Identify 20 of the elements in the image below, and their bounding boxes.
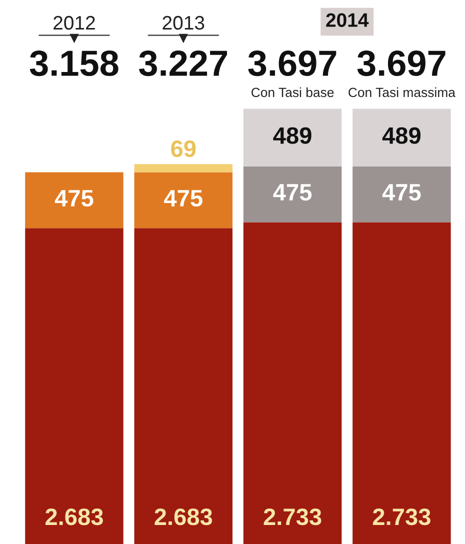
data-label: 2.733: [372, 508, 430, 526]
total-label: 3.158: [30, 50, 118, 76]
x-tick-label: Con Tasi massima: [348, 87, 456, 98]
data-label: 2.683: [46, 508, 103, 526]
x-tick-label: Con Tasi base: [252, 87, 334, 98]
data-label: 69: [171, 140, 196, 158]
text: 2013: [162, 16, 204, 30]
data-label: 2.733: [264, 508, 322, 526]
total-label: 3.697: [357, 50, 446, 76]
data-label: 475: [382, 184, 421, 201]
data-label: 475: [54, 190, 94, 207]
data-label: 489: [382, 127, 421, 144]
text: 2014: [326, 13, 369, 27]
data-label: 2.683: [154, 508, 212, 526]
total-label: 3.227: [139, 50, 227, 76]
data-label: 489: [273, 127, 312, 144]
data-label: 475: [164, 190, 202, 207]
text: 2012: [54, 16, 95, 30]
total-label: 3.697: [248, 50, 336, 76]
data-label: 475: [273, 184, 312, 201]
